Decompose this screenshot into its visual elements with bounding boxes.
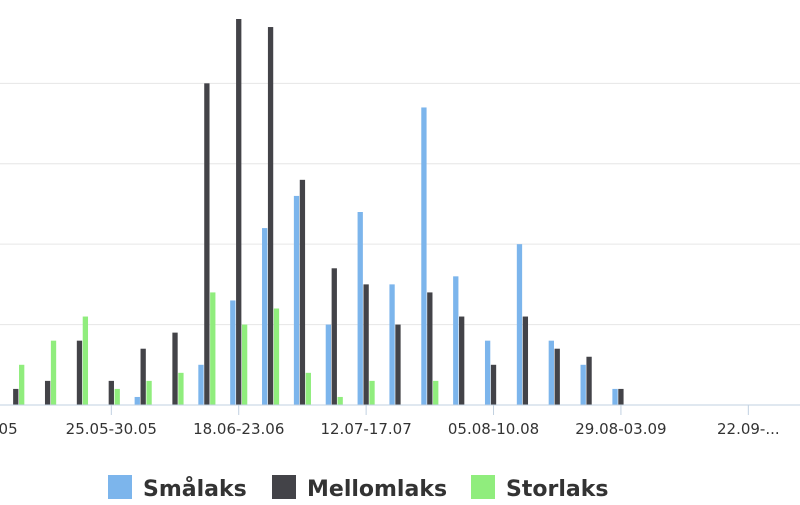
x-tick-label: 22.09-... — [717, 420, 780, 438]
legend-swatch — [471, 475, 495, 499]
bar[interactable] — [19, 364, 25, 405]
x-tick-label: 25.05-30.05 — [66, 420, 157, 438]
bar[interactable] — [490, 364, 497, 405]
bar[interactable] — [50, 340, 57, 405]
legend-label: Smålaks — [143, 476, 247, 502]
bar[interactable] — [484, 340, 491, 405]
bar[interactable] — [612, 388, 618, 405]
bar[interactable] — [172, 332, 178, 405]
bar[interactable] — [395, 324, 401, 405]
bar[interactable] — [433, 380, 439, 405]
bar[interactable] — [325, 324, 332, 405]
bar[interactable] — [241, 324, 248, 405]
x-tick-label: 12.07-17.07 — [320, 420, 411, 438]
bar[interactable] — [516, 244, 523, 405]
bar[interactable] — [459, 316, 465, 405]
bar[interactable] — [618, 388, 624, 405]
bar[interactable] — [548, 340, 554, 405]
bar[interactable] — [586, 356, 592, 405]
bar[interactable] — [13, 388, 19, 405]
legend[interactable]: Smålaks Mellomlaks Storlaks — [108, 475, 608, 502]
bar[interactable] — [299, 179, 306, 405]
bar[interactable] — [357, 212, 363, 405]
bar[interactable] — [210, 292, 216, 405]
legend-label: Mellomlaks — [307, 477, 447, 502]
bar[interactable] — [337, 396, 343, 405]
bar[interactable] — [114, 388, 120, 405]
bar[interactable] — [389, 284, 395, 405]
bar[interactable] — [363, 284, 369, 405]
bar[interactable] — [262, 228, 268, 405]
bar[interactable] — [230, 300, 236, 405]
bar[interactable] — [76, 340, 83, 405]
gridlines — [0, 82, 800, 326]
bar[interactable] — [134, 396, 140, 405]
legend-swatch — [108, 475, 132, 499]
bar[interactable] — [421, 107, 427, 405]
bar[interactable] — [178, 372, 184, 405]
x-tick-label: 05-06.05 — [0, 420, 18, 438]
x-tick-label: 18.06-23.06 — [193, 420, 284, 438]
bar[interactable] — [140, 348, 146, 405]
bar[interactable] — [82, 316, 89, 405]
bar[interactable] — [273, 308, 280, 406]
bar[interactable] — [554, 348, 560, 405]
bar[interactable] — [427, 292, 433, 405]
bar[interactable] — [44, 380, 51, 405]
legend-item[interactable]: Storlaks — [471, 475, 608, 502]
bar[interactable] — [522, 316, 529, 405]
bar[interactable] — [267, 27, 274, 406]
bar[interactable] — [331, 268, 337, 405]
legend-label: Storlaks — [506, 477, 608, 502]
bar[interactable] — [580, 364, 586, 405]
legend-swatch — [272, 475, 296, 499]
bar[interactable] — [108, 380, 114, 405]
x-axis: 05-06.05 25.05-30.05 18.06-23.06 12.07-17.0… — [0, 404, 800, 438]
bar[interactable] — [369, 380, 375, 405]
bar[interactable] — [305, 372, 311, 405]
x-tick-label: 05.08-10.08 — [448, 420, 539, 438]
bar[interactable] — [236, 19, 242, 405]
bar[interactable] — [198, 364, 204, 405]
bar[interactable] — [293, 195, 300, 405]
x-tick-label: 29.08-03.09 — [575, 420, 666, 438]
bar[interactable] — [146, 380, 152, 405]
bar[interactable] — [453, 276, 459, 405]
legend-item[interactable]: Smålaks — [108, 475, 247, 502]
bars — [13, 19, 624, 406]
bar[interactable] — [204, 83, 210, 405]
legend-item[interactable]: Mellomlaks — [272, 475, 447, 502]
